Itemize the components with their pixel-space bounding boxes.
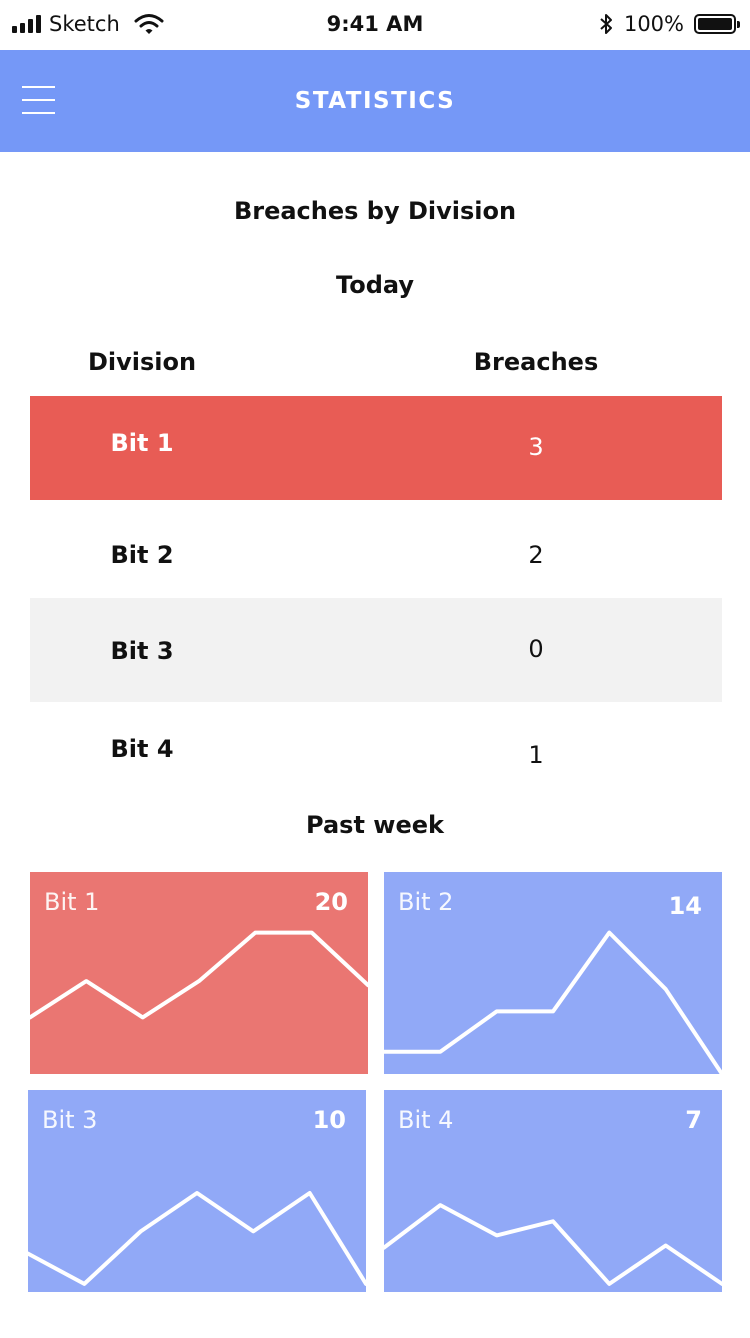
battery-percent: 100% xyxy=(623,12,684,36)
carrier-name: Sketch xyxy=(49,12,120,36)
breach-count: 0 xyxy=(528,635,544,663)
line-chart xyxy=(384,930,722,1074)
card-week-total: 10 xyxy=(312,1106,346,1134)
breach-count: 3 xyxy=(528,433,544,461)
status-left: Sketch xyxy=(12,12,164,36)
table-row[interactable]: Bit 3 0 xyxy=(30,598,722,702)
card-division-name: Bit 1 xyxy=(44,888,100,916)
series-line xyxy=(384,930,722,1074)
card-week-total: 14 xyxy=(668,892,702,920)
status-bar: Sketch 9:41 AM 100% xyxy=(0,0,750,50)
chart-card-bit-4[interactable]: Bit 4 7 xyxy=(384,1090,722,1292)
breach-count: 1 xyxy=(528,741,544,769)
division-name: Bit 4 xyxy=(110,735,174,763)
card-division-name: Bit 2 xyxy=(398,888,454,916)
today-heading: Today xyxy=(336,271,414,299)
chart-card-bit-2[interactable]: Bit 2 14 xyxy=(384,872,722,1074)
card-division-name: Bit 4 xyxy=(398,1106,454,1134)
status-right: 100% xyxy=(598,12,740,36)
line-chart xyxy=(28,1191,366,1286)
hamburger-menu-icon[interactable] xyxy=(22,84,56,116)
division-name: Bit 2 xyxy=(110,541,174,569)
column-header-division: Division xyxy=(87,348,197,376)
status-time: 9:41 AM xyxy=(326,12,424,36)
bluetooth-icon xyxy=(600,14,612,34)
card-week-total: 7 xyxy=(685,1106,702,1134)
breach-count: 2 xyxy=(528,541,544,569)
nav-title: STATISTICS xyxy=(294,88,456,114)
wifi-icon xyxy=(134,14,164,34)
chart-card-bit-3[interactable]: Bit 3 10 xyxy=(28,1090,366,1292)
division-name: Bit 1 xyxy=(110,429,174,457)
chart-card-bit-1[interactable]: Bit 1 20 xyxy=(30,872,368,1074)
table-row[interactable]: Bit 2 2 xyxy=(30,500,722,604)
past-week-heading: Past week xyxy=(306,811,444,839)
table-row[interactable]: Bit 1 3 xyxy=(30,396,722,500)
card-division-name: Bit 3 xyxy=(42,1106,98,1134)
table-row[interactable]: Bit 4 1 xyxy=(30,702,722,806)
line-chart xyxy=(30,930,368,1020)
nav-bar: STATISTICS xyxy=(0,50,750,152)
division-name: Bit 3 xyxy=(110,637,174,665)
line-chart xyxy=(384,1203,722,1286)
column-header-breaches: Breaches xyxy=(473,348,599,376)
series-line xyxy=(384,1203,722,1286)
page-title: Breaches by Division xyxy=(233,197,517,225)
battery-icon xyxy=(694,14,740,34)
series-line xyxy=(28,1191,366,1286)
card-week-total: 20 xyxy=(314,888,348,916)
cellular-signal-icon xyxy=(12,15,41,33)
series-line xyxy=(30,930,368,1020)
